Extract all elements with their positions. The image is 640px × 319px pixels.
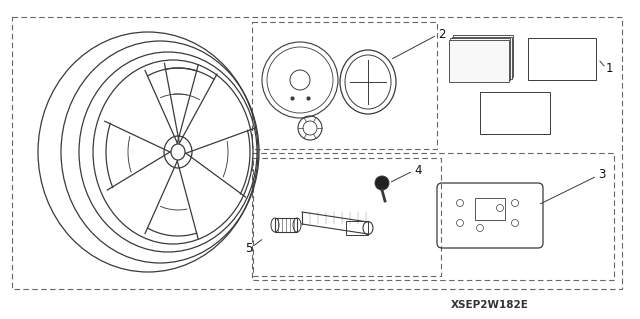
Bar (346, 221, 368, 235)
Bar (480, 92, 550, 134)
Text: 4: 4 (414, 164, 422, 176)
Bar (252, 22, 437, 149)
Text: XSEP2W182E: XSEP2W182E (451, 300, 529, 310)
Bar (252, 153, 614, 280)
Bar (451, 36, 511, 78)
Bar (253, 158, 441, 276)
Bar (450, 38, 510, 80)
Text: 1: 1 (606, 62, 614, 75)
Bar (528, 38, 596, 80)
Bar (449, 40, 509, 81)
Text: 2: 2 (438, 27, 445, 41)
Bar (453, 35, 513, 77)
Text: 5: 5 (244, 241, 252, 255)
Bar (475, 198, 505, 220)
Bar (275, 218, 297, 232)
Bar (12, 17, 622, 289)
Circle shape (375, 176, 389, 190)
Text: 3: 3 (598, 168, 605, 182)
